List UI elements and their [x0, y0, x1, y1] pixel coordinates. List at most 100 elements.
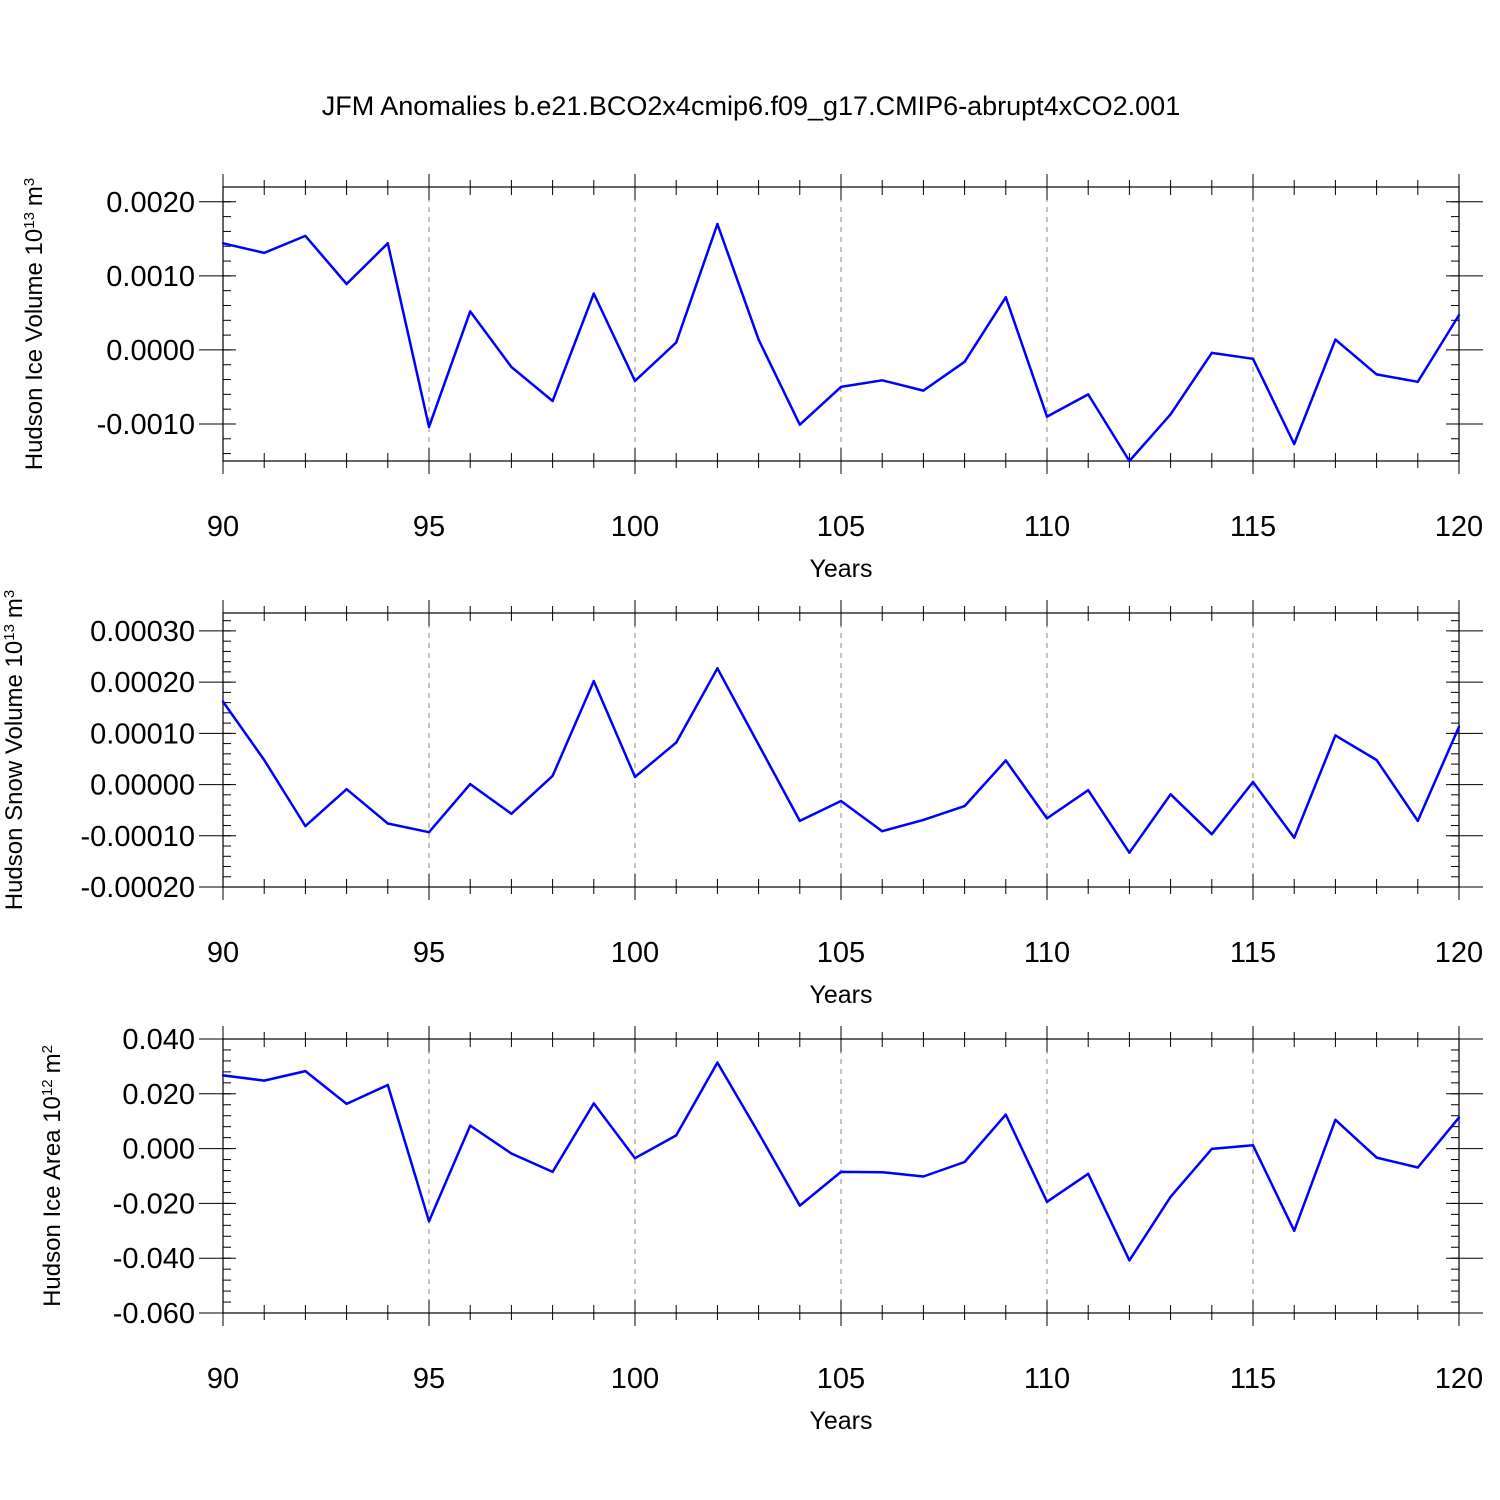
data-point — [1004, 759, 1007, 762]
data-point — [633, 379, 637, 383]
data-point — [757, 743, 760, 746]
data-point — [1293, 1229, 1296, 1233]
x-tick-label: 100 — [611, 1363, 659, 1395]
data-point — [675, 341, 678, 344]
data-point — [263, 758, 266, 762]
data-point — [1457, 725, 1461, 728]
data-point — [510, 812, 513, 815]
data-point — [1045, 1200, 1049, 1204]
data-point — [1416, 1166, 1420, 1169]
y-tick-label: 0.0020 — [106, 187, 195, 219]
data-point — [592, 1102, 595, 1105]
y-tick-label: 0.020 — [122, 1079, 195, 1111]
data-point — [1210, 351, 1214, 355]
data-point — [1334, 338, 1337, 341]
data-point — [263, 1079, 266, 1082]
x-tick-label: 120 — [1435, 511, 1483, 543]
x-tick-label: 90 — [207, 937, 239, 969]
y-tick-label: -0.020 — [113, 1188, 195, 1220]
data-point — [1251, 780, 1255, 784]
data-point — [1169, 413, 1172, 416]
data-point — [757, 1131, 760, 1135]
y-tick-label: -0.060 — [113, 1298, 195, 1330]
x-tick-label: 95 — [413, 1363, 445, 1395]
data-point — [963, 1160, 966, 1164]
data-point — [345, 788, 348, 791]
data-point — [551, 1170, 554, 1174]
y-tick-label: 0.000 — [122, 1134, 195, 1166]
x-axis-title: Years — [809, 981, 872, 1009]
y-axis-title-exponent: 13 — [1, 624, 18, 641]
data-point — [1334, 1118, 1337, 1122]
x-tick-label: 95 — [413, 511, 445, 543]
x-tick-label: 115 — [1230, 1363, 1276, 1395]
data-point — [1045, 817, 1049, 820]
data-point — [675, 1134, 678, 1137]
x-tick-label: 105 — [817, 511, 865, 543]
y-axis-title-exponent: 12 — [39, 1079, 56, 1096]
data-point — [963, 360, 966, 363]
data-point — [1169, 1195, 1172, 1199]
data-point — [386, 822, 389, 825]
data-point — [1087, 393, 1090, 396]
y-tick-label: -0.040 — [113, 1243, 195, 1275]
data-point — [1375, 373, 1378, 376]
figure-title: JFM Anomalies b.e21.BCO2x4cmip6.f09_g17.… — [322, 91, 1180, 121]
data-point — [1169, 793, 1172, 796]
y-tick-label: 0.00000 — [90, 770, 195, 802]
data-point — [1457, 313, 1461, 317]
plot-panel-3: -0.060 -0.040 -0.020 0.000 0.020 0.040 90 95 100… — [39, 1024, 1484, 1435]
y-tick-label: 0.0000 — [106, 335, 195, 367]
data-point — [716, 222, 719, 226]
plot-frame — [222, 1038, 1460, 1314]
data-point — [716, 1061, 719, 1064]
data-point — [1128, 851, 1131, 854]
data-point — [510, 365, 513, 369]
data-point — [1128, 459, 1131, 463]
plot-panel-2: -0.00020 -0.00010 0.00000 0.00010 0.00020 0.0… — [1, 590, 1484, 1009]
data-point — [345, 1102, 348, 1106]
data-point — [221, 1074, 225, 1077]
data-point — [263, 251, 266, 255]
data-point — [1045, 415, 1049, 418]
plot-panels: -0.0010 0.0000 0.0010 0.0020 90 95 100 105 110 11… — [1, 174, 1484, 1435]
y-tick-label: 0.040 — [122, 1024, 195, 1056]
y-axis-title: Hudson Ice Area 1012 m2 — [39, 1045, 67, 1307]
data-point — [551, 774, 554, 778]
x-tick-label: 110 — [1024, 937, 1070, 969]
x-tick-label: 100 — [611, 511, 659, 543]
plot-frame — [222, 612, 1460, 888]
data-point — [386, 242, 389, 245]
x-tick-label: 105 — [817, 1363, 865, 1395]
x-tick-label: 120 — [1435, 937, 1483, 969]
data-point — [881, 830, 884, 833]
data-point — [304, 824, 307, 828]
data-point — [469, 1124, 472, 1127]
x-tick-label: 115 — [1230, 937, 1276, 969]
data-point — [592, 679, 595, 683]
data-point — [1210, 833, 1214, 836]
y-axis-title-unit-exponent: 2 — [39, 1045, 56, 1053]
y-tick-label: -0.00010 — [81, 821, 196, 853]
y-tick-label: -0.00020 — [81, 872, 196, 904]
data-point — [427, 425, 431, 429]
data-point — [1416, 819, 1420, 823]
x-axis-title: Years — [809, 1407, 872, 1435]
data-point — [304, 1069, 307, 1073]
y-axis-title-unit: m — [39, 1053, 66, 1073]
x-axis-title: Years — [809, 555, 872, 583]
y-axis-title-text: Hudson Ice Area 10 — [39, 1096, 66, 1307]
data-point — [798, 423, 801, 426]
y-axis-title-text: Hudson Ice Volume 10 — [21, 229, 48, 471]
x-tick-label: 90 — [207, 511, 239, 543]
y-axis-title-unit: m — [21, 186, 48, 206]
y-tick-label: -0.0010 — [97, 409, 195, 441]
x-tick-label: 110 — [1024, 1363, 1070, 1395]
data-point — [1128, 1259, 1131, 1262]
data-point — [675, 741, 678, 744]
data-point — [881, 379, 884, 382]
y-tick-label: 0.00020 — [90, 667, 195, 699]
data-point — [469, 310, 472, 313]
data-point — [633, 1157, 637, 1160]
